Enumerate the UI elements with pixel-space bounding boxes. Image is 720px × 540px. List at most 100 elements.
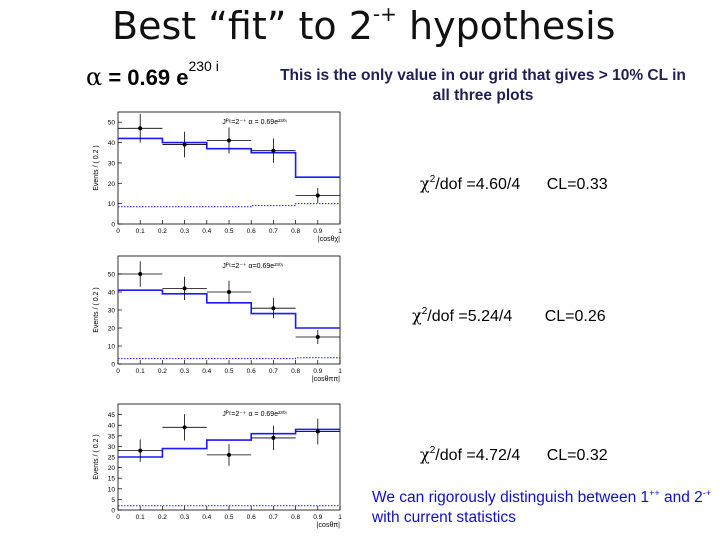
x-tick-label: 0.2 [158, 368, 167, 375]
y-axis-label: Events / ( 0.2 ) [93, 287, 100, 333]
x-tick-label: 0.6 [247, 228, 256, 235]
conclusion-sup1: ++ [649, 488, 660, 498]
data-point [138, 448, 143, 453]
x-tick-label: 0.4 [202, 514, 211, 521]
legend-text: Jᴾᶜ=2⁻⁺ α = 0.69e²³⁰ᶦ [222, 410, 286, 418]
x-tick-label: 0.5 [224, 514, 233, 521]
chi-sup: 2 [429, 174, 436, 185]
x-tick-label: 0.1 [136, 368, 145, 375]
x-axis-label: |cosθχ| [318, 236, 340, 243]
x-tick-label: 0.8 [291, 368, 300, 375]
y-tick-label: 50 [108, 272, 116, 279]
y-tick-label: 40 [108, 423, 116, 430]
cl-value-1: CL=0.33 [546, 176, 608, 193]
x-tick-label: 0 [116, 228, 120, 235]
y-axis-label: Events / ( 0.2 ) [93, 145, 100, 191]
legend-text: Jᴾᶜ=2⁻⁺ α = 0.69e²³⁰ᶦ [222, 118, 286, 126]
chi-sup: 2 [429, 445, 436, 456]
data-point [271, 306, 276, 311]
data-point [271, 148, 276, 153]
y-tick-label: 25 [108, 455, 116, 462]
plot-cos-chi: Events / ( 0.2 ) 0 10 20 30 40 50 0 0.1 0.2 0.3 0.4… [93, 111, 342, 243]
y-tick-label: 20 [108, 465, 116, 472]
y-tick-label: 40 [108, 140, 116, 147]
y-tick-label: 35 [108, 433, 116, 440]
x-tick-label: 0.4 [202, 228, 211, 235]
chi2-readout-2: χ2/dof =5.24/4 CL=0.26 [412, 306, 606, 326]
y-tick-label: 0 [111, 362, 115, 369]
y-tick-label: 10 [108, 344, 116, 351]
y-tick-label: 0 [111, 222, 115, 229]
x-tick-label: 0.6 [247, 514, 256, 521]
y-axis-label: Events / ( 0.2 ) [93, 434, 100, 480]
x-tick-label: 1 [338, 514, 342, 521]
chi2-dof-1: /dof =4.60/4 [435, 176, 521, 193]
fit-panel-1: Events / ( 0.2 ) 0 10 20 30 40 50 0 0.1 0.2 0.3 0.4… [88, 104, 370, 244]
x-tick-label: 0.1 [136, 514, 145, 521]
title-main: Best “fit” to 2 [112, 4, 373, 48]
x-tick-label: 0.5 [224, 228, 233, 235]
x-tick-label: 0.6 [247, 368, 256, 375]
data-point [271, 435, 276, 440]
conclusion-text: We can rigorously distinguish between 1+… [372, 483, 720, 528]
y-tick-label: 50 [108, 120, 116, 127]
y-tick-label: 40 [108, 290, 116, 297]
data-point [138, 272, 143, 276]
chi-symbol: χ [420, 174, 430, 193]
y-tick-label: 10 [108, 486, 116, 493]
data-point [315, 429, 320, 434]
x-axis-label: |cosθπ| [317, 522, 340, 529]
x-tick-label: 1 [338, 368, 342, 375]
grid-note: This is the only value in our grid that … [280, 67, 686, 104]
y-tick-label: 15 [108, 476, 116, 483]
fit-panel-2: Events / ( 0.2 ) 0 10 20 30 40 50 0 0.1 0.2 0.3 0.4… [88, 248, 370, 384]
y-tick-label: 20 [108, 181, 116, 188]
title-sup: -+ [372, 2, 397, 26]
data-point [138, 126, 143, 131]
data-point [182, 425, 187, 430]
background-histogram [118, 203, 340, 208]
x-tick-label: 0.8 [291, 228, 300, 235]
conclusion-sup2: -+ [702, 488, 712, 498]
x-tick-label: 0.5 [224, 368, 233, 375]
conclusion-post: with current statistics [372, 509, 516, 526]
plot-cos-pipi: Events / ( 0.2 ) 0 10 20 30 40 50 0 0.1 0.2 0.3 0.4… [93, 255, 342, 383]
chi-sup: 2 [421, 306, 428, 317]
x-tick-label: 0.3 [180, 368, 189, 375]
cl-value-3: CL=0.32 [546, 447, 608, 464]
plot-cos-pi: Events / ( 0.2 ) 0 5 10 15 20 25 30 35 40 45 0 0.1 0.… [93, 403, 342, 529]
y-tick-label: 30 [108, 444, 116, 451]
x-tick-label: 0.9 [313, 228, 322, 235]
chi2-readout-3: χ2/dof =4.72/4 CL=0.32 [420, 445, 608, 465]
alpha-text: = 0.69 e [102, 65, 189, 90]
y-tick-label: 30 [108, 160, 116, 167]
x-tick-label: 0.7 [269, 368, 278, 375]
y-tick-label: 10 [108, 201, 116, 208]
chi2-dof-2: /dof =5.24/4 [427, 308, 513, 325]
alpha-symbol: α [86, 63, 103, 91]
conclusion-mid: and 2 [659, 489, 703, 506]
data-point [227, 290, 231, 294]
x-tick-label: 0.7 [269, 514, 278, 521]
conclusion-pre: We can rigorously distinguish between 1 [372, 489, 650, 506]
data-point [227, 138, 231, 143]
data-point [315, 335, 320, 339]
x-tick-label: 0 [116, 368, 120, 375]
y-tick-label: 0 [111, 508, 115, 515]
chi2-dof-3: /dof =4.72/4 [435, 447, 521, 464]
x-tick-label: 0.2 [158, 228, 167, 235]
chi-symbol: χ [412, 306, 422, 325]
x-tick-label: 1 [338, 228, 342, 235]
data-point [315, 193, 320, 198]
background-histogram [118, 357, 340, 360]
y-tick-label: 30 [108, 308, 116, 315]
y-tick-label: 20 [108, 326, 116, 333]
data-point [227, 452, 231, 457]
x-tick-label: 0.3 [180, 228, 189, 235]
plot-frame [117, 255, 341, 365]
x-tick-label: 0.2 [158, 514, 167, 521]
x-tick-label: 0.8 [291, 514, 300, 521]
x-tick-label: 0.1 [136, 228, 145, 235]
x-tick-label: 0.7 [269, 228, 278, 235]
legend-text: Jᴾᶜ=2⁻⁺ α=0.69e²³⁰ᶦ [222, 262, 282, 270]
